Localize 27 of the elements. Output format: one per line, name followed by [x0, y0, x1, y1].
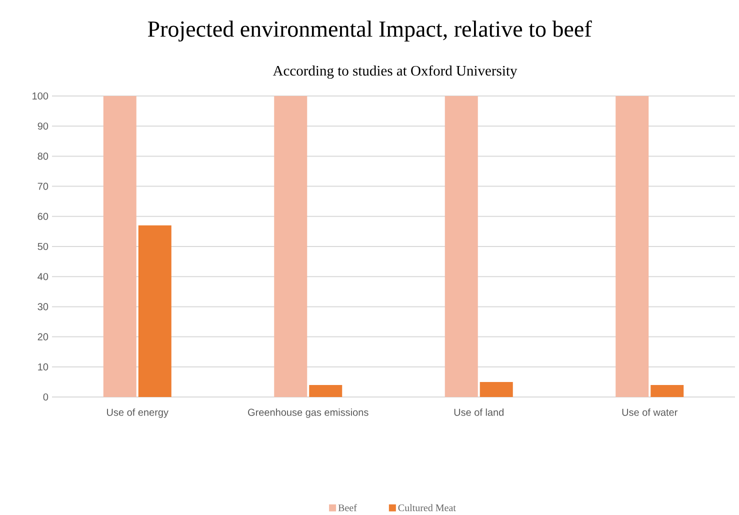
x-tick-label: Greenhouse gas emissions: [248, 408, 368, 418]
bar: [480, 382, 513, 397]
y-tick-label: 50: [38, 242, 48, 250]
y-tick-label: 90: [38, 122, 48, 130]
y-tick-label: 0: [43, 393, 48, 401]
x-tick-label: Use of water: [622, 408, 678, 416]
y-tick-label: 70: [38, 182, 48, 190]
y-tick-label: 80: [38, 152, 48, 160]
chart-title: Projected environmental Impact, relative to beef: [148, 20, 592, 42]
y-tick-label: 40: [38, 273, 48, 280]
y-tick-label: 60: [38, 212, 48, 220]
y-tick-label: 100: [32, 92, 48, 100]
legend-label: Cultured Meat: [398, 504, 456, 512]
legend-label: Beef: [338, 504, 357, 512]
y-tick-label: 10: [38, 363, 48, 370]
bar: [103, 96, 136, 397]
x-tick-label: Use of energy: [107, 408, 168, 418]
bar: [616, 96, 649, 397]
chart-subtitle: According to studies at Oxford University: [272, 65, 518, 79]
y-tick-label: 20: [38, 333, 48, 340]
bar: [650, 384, 684, 397]
x-tick-label: Use of land: [454, 408, 504, 416]
bar: [444, 96, 478, 397]
bar: [274, 96, 308, 397]
y-tick-label: 30: [38, 303, 48, 310]
bar: [309, 384, 342, 397]
bar: [138, 225, 172, 397]
